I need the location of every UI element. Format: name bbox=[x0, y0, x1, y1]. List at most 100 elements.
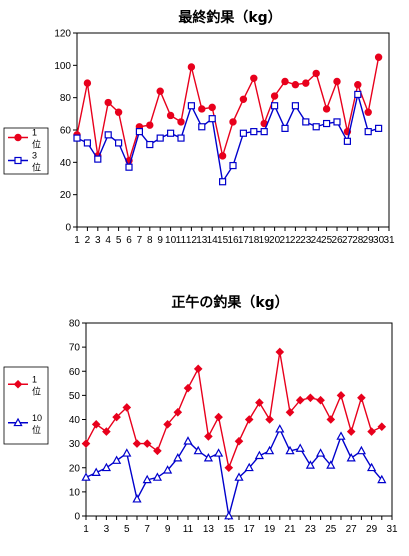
data-point-s2 bbox=[203, 453, 214, 462]
data-point-s1 bbox=[250, 74, 258, 82]
y-tick-label: 40 bbox=[60, 158, 72, 169]
data-point-s1 bbox=[336, 391, 346, 400]
data-point-s2 bbox=[132, 494, 142, 503]
y-tick-label: 20 bbox=[69, 463, 81, 474]
data-point-s1 bbox=[234, 436, 244, 446]
data-point-s2 bbox=[275, 424, 285, 433]
data-point-s2 bbox=[295, 443, 305, 452]
data-point-s1 bbox=[377, 422, 387, 432]
data-point-s2 bbox=[219, 178, 227, 186]
x-tick-label: 1 bbox=[74, 235, 80, 246]
data-point-s2 bbox=[152, 472, 163, 481]
x-tick-label: 23 bbox=[305, 524, 317, 535]
data-point-s2 bbox=[264, 445, 275, 455]
x-tick-label: 14 bbox=[207, 235, 219, 246]
y-tick-label: 70 bbox=[69, 343, 81, 354]
legend-label-suffix: 位 bbox=[32, 162, 41, 173]
y-tick-label: 120 bbox=[54, 29, 71, 40]
series-layer bbox=[73, 53, 383, 186]
data-point-s1 bbox=[326, 415, 336, 424]
x-tick-label: 10 bbox=[165, 235, 177, 246]
legend-marker bbox=[14, 133, 22, 142]
data-point-s1 bbox=[83, 79, 92, 87]
data-point-s1 bbox=[132, 439, 142, 448]
data-point-s2 bbox=[193, 445, 203, 455]
data-point-s2 bbox=[135, 128, 143, 136]
y-tick-label: 40 bbox=[69, 415, 81, 426]
data-point-s1 bbox=[208, 103, 216, 112]
data-point-s2 bbox=[142, 474, 152, 484]
x-tick-label: 25 bbox=[325, 524, 337, 535]
legend-label: 1 bbox=[32, 128, 37, 138]
x-tick-label: 25 bbox=[321, 235, 333, 246]
data-point-s1 bbox=[102, 427, 111, 436]
x-tick-label: 21 bbox=[279, 235, 291, 246]
x-tick-label: 29 bbox=[366, 524, 378, 535]
y-tick-label: 100 bbox=[54, 61, 71, 72]
x-tick-label: 19 bbox=[264, 524, 276, 535]
data-point-s1 bbox=[306, 393, 315, 403]
data-point-s2 bbox=[224, 510, 234, 520]
data-point-s1 bbox=[322, 105, 331, 113]
series-line-2 bbox=[85, 427, 383, 517]
data-point-s1 bbox=[285, 407, 295, 417]
legend-label: 10 bbox=[32, 413, 42, 423]
data-point-s2 bbox=[250, 128, 258, 136]
x-tick-label: 27 bbox=[346, 524, 358, 535]
data-point-s1 bbox=[153, 446, 162, 456]
x-tick-label: 18 bbox=[248, 235, 260, 246]
x-tick-label: 16 bbox=[227, 235, 239, 246]
data-point-s2 bbox=[326, 460, 336, 469]
data-point-s2 bbox=[336, 431, 346, 440]
series-line-1 bbox=[85, 351, 383, 471]
data-point-s2 bbox=[234, 472, 244, 481]
x-tick-label: 29 bbox=[363, 235, 375, 246]
x-tick-label: 1 bbox=[83, 524, 89, 535]
data-point-s2 bbox=[101, 462, 112, 472]
legend-marker bbox=[14, 156, 22, 165]
x-tick-label: 27 bbox=[342, 235, 354, 246]
y-tick-label: 80 bbox=[60, 93, 72, 104]
data-point-s1 bbox=[214, 412, 223, 422]
x-tick-label: 28 bbox=[352, 235, 364, 246]
data-point-s2 bbox=[260, 128, 268, 136]
data-point-s2 bbox=[291, 102, 299, 110]
data-point-s1 bbox=[122, 403, 132, 412]
data-point-s2 bbox=[305, 460, 316, 469]
data-point-s1 bbox=[146, 121, 154, 129]
plot-area bbox=[85, 322, 393, 517]
data-point-s1 bbox=[204, 432, 213, 441]
x-tick-label: 11 bbox=[183, 524, 194, 535]
data-point-s1 bbox=[104, 98, 112, 107]
data-point-s1 bbox=[114, 108, 123, 116]
data-point-s1 bbox=[81, 439, 91, 448]
data-point-s1 bbox=[357, 393, 366, 403]
data-point-s1 bbox=[295, 395, 305, 405]
y-tick-label: 80 bbox=[69, 319, 81, 330]
data-point-s1 bbox=[270, 92, 279, 100]
y-tick-label: 10 bbox=[69, 487, 81, 498]
data-point-s1 bbox=[112, 412, 121, 422]
x-tick-label: 26 bbox=[331, 235, 343, 246]
data-point-s1 bbox=[255, 398, 264, 407]
data-point-s1 bbox=[229, 118, 237, 126]
x-tick-label: 7 bbox=[144, 524, 150, 535]
data-point-s1 bbox=[224, 463, 234, 473]
axes bbox=[82, 322, 393, 520]
data-point-s2 bbox=[122, 448, 132, 457]
data-point-s2 bbox=[173, 453, 183, 462]
data-point-s1 bbox=[346, 427, 356, 436]
data-point-s2 bbox=[302, 118, 310, 126]
data-point-s2 bbox=[239, 129, 247, 137]
data-point-s1 bbox=[166, 111, 175, 120]
data-point-s1 bbox=[177, 118, 185, 126]
x-tick-label: 22 bbox=[290, 235, 302, 246]
data-point-s1 bbox=[333, 77, 341, 86]
x-tick-label: 31 bbox=[383, 235, 395, 246]
data-point-s2 bbox=[83, 139, 92, 147]
x-tick-label: 9 bbox=[157, 235, 163, 246]
